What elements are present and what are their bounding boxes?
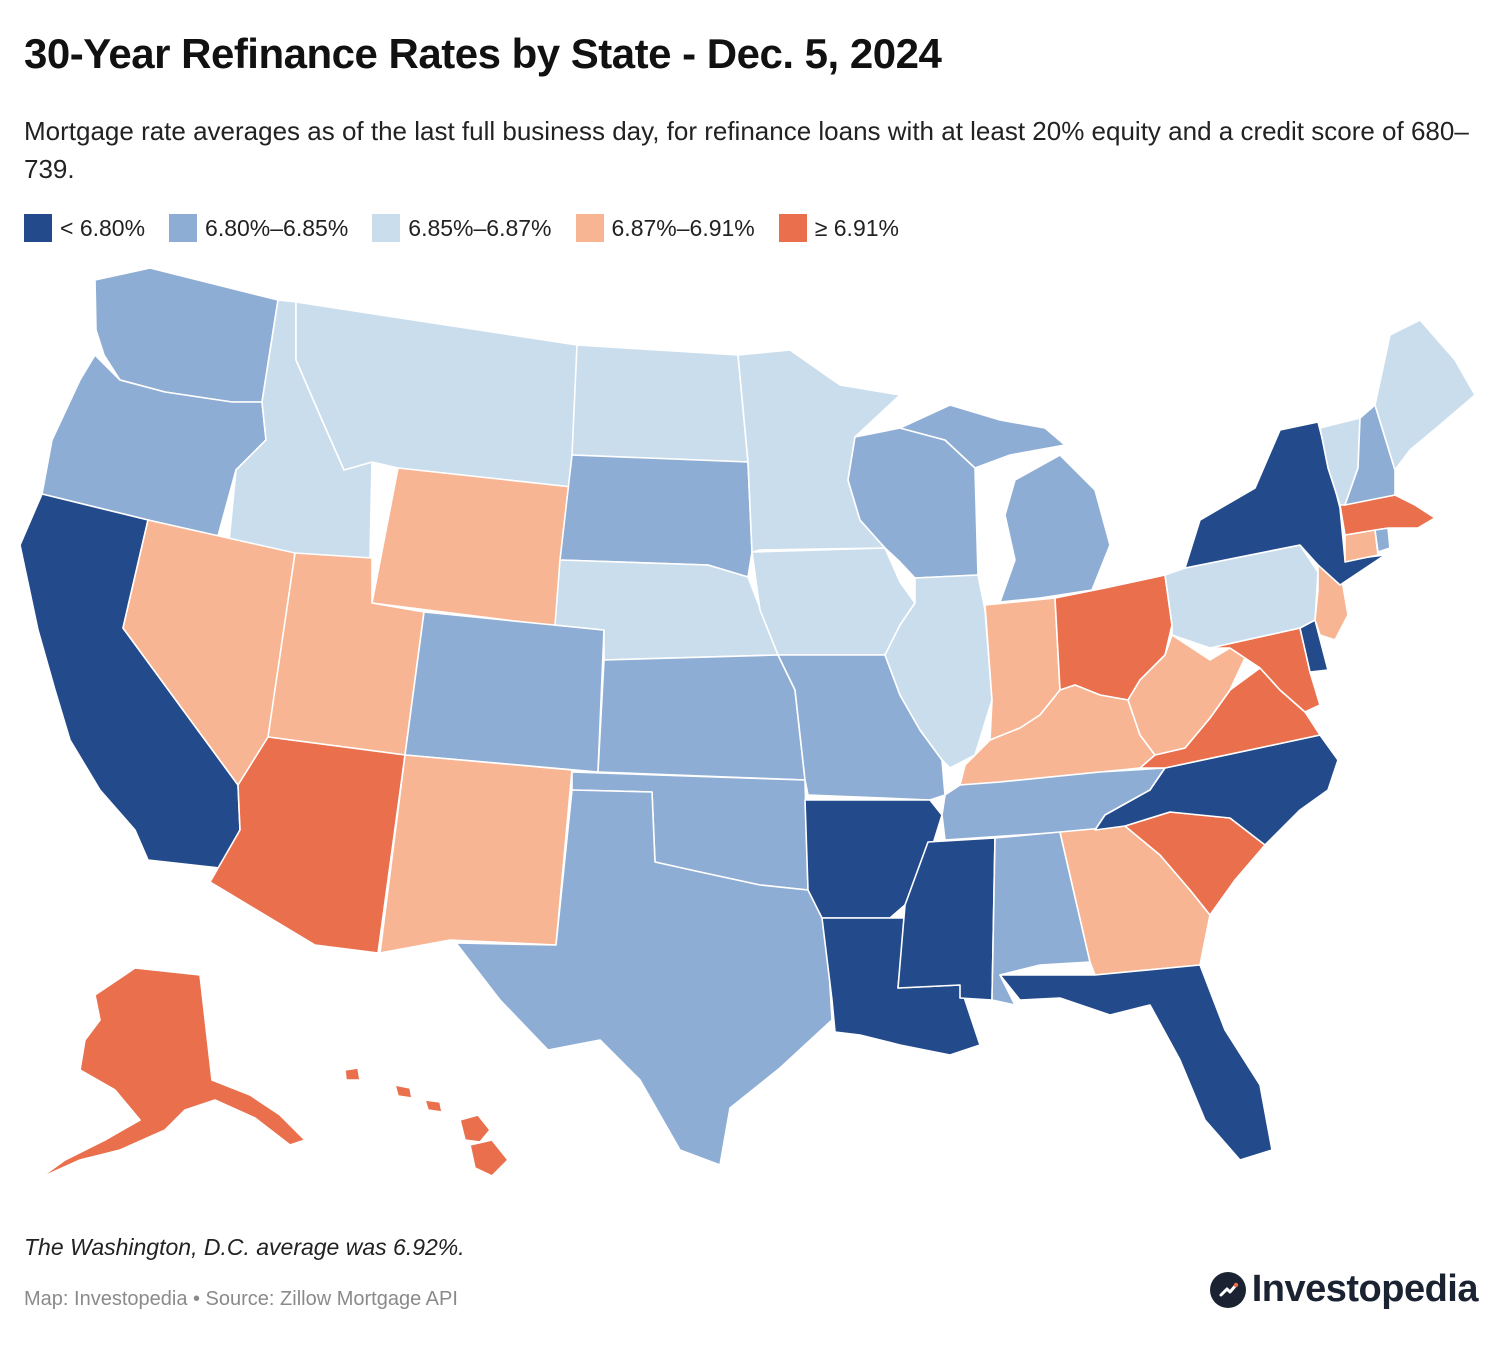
state-tx[interactable] <box>455 789 833 1166</box>
state-nm[interactable] <box>379 754 573 954</box>
state-fl[interactable] <box>999 964 1273 1161</box>
state-hi[interactable] <box>344 1067 509 1177</box>
legend: < 6.80% 6.80%–6.85% 6.85%–6.87% 6.87%–6.… <box>24 214 923 242</box>
state-wy[interactable] <box>371 467 573 628</box>
legend-swatch <box>778 214 807 242</box>
state-nc[interactable] <box>1094 734 1339 846</box>
legend-item: 6.80%–6.85% <box>169 214 348 242</box>
legend-item: < 6.80% <box>24 214 145 242</box>
state-ri[interactable] <box>1374 527 1391 553</box>
map-subtitle: Mortgage rate averages as of the last fu… <box>24 116 1469 184</box>
investopedia-logo-icon <box>1209 1271 1246 1308</box>
legend-swatch <box>575 214 604 242</box>
legend-label: < 6.80% <box>60 214 146 241</box>
state-co[interactable] <box>404 611 605 773</box>
legend-item: 6.85%–6.87% <box>372 214 552 242</box>
legend-label: 6.85%–6.87% <box>408 214 552 241</box>
logo-glyph-icon <box>1219 1282 1238 1296</box>
state-ma[interactable] <box>1339 494 1436 536</box>
legend-item: 6.87%–6.91% <box>575 214 755 242</box>
state-ks[interactable] <box>597 654 806 781</box>
state-me[interactable] <box>1374 319 1476 471</box>
legend-item: ≥ 6.91% <box>778 214 899 242</box>
dc-note: The Washington, D.C. average was 6.92%. <box>24 1234 465 1260</box>
state-mi[interactable] <box>899 404 1111 603</box>
legend-label: ≥ 6.91% <box>814 214 899 241</box>
legend-label: 6.80%–6.85% <box>205 214 349 241</box>
legend-swatch <box>169 214 198 242</box>
legend-label: 6.87%–6.91% <box>611 214 755 241</box>
map-title: 30-Year Refinance Rates by State - Dec. … <box>24 30 942 77</box>
brand-name: Investopedia <box>1251 1268 1479 1310</box>
state-nd[interactable] <box>571 344 749 463</box>
us-state-map <box>19 267 1476 1179</box>
state-ny[interactable] <box>1184 421 1386 586</box>
legend-swatch <box>24 214 52 242</box>
state-ia[interactable] <box>751 547 916 656</box>
legend-swatch <box>372 214 401 242</box>
state-ak[interactable] <box>39 967 306 1179</box>
source-credit: Map: Investopedia • Source: Zillow Mortg… <box>24 1288 458 1310</box>
state-sd[interactable] <box>559 454 753 578</box>
investopedia-logo[interactable]: Investopedia <box>1209 1268 1479 1311</box>
